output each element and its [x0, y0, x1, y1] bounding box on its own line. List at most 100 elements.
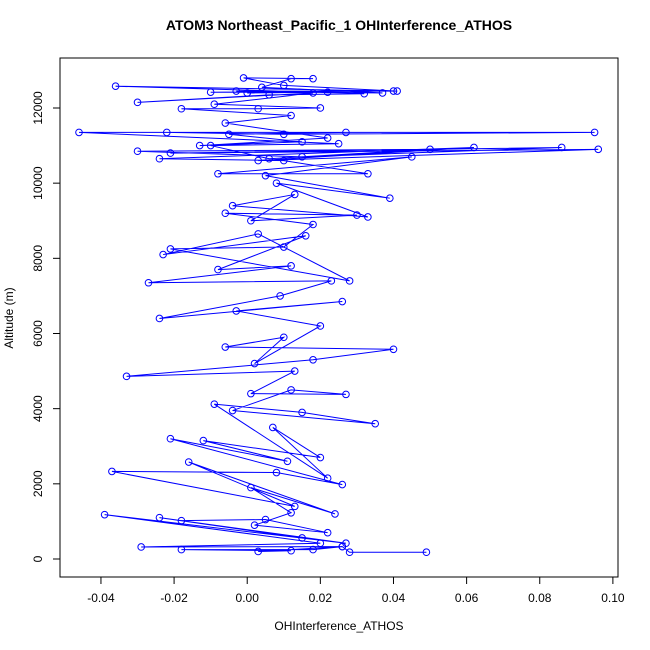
data-point — [177, 104, 186, 113]
x-axis-label: OHInterference_ATHOS — [274, 619, 403, 633]
data-point — [247, 216, 255, 225]
data-point — [133, 98, 142, 107]
data-point — [250, 359, 259, 368]
x-tick-label: 0.02 — [309, 591, 333, 605]
data-point — [393, 87, 401, 95]
data-point — [407, 153, 416, 161]
data-point — [279, 130, 288, 139]
x-tick-label: 0.08 — [528, 591, 552, 605]
x-tick-label: 0.06 — [455, 591, 479, 605]
data-point — [309, 89, 317, 97]
data-point — [301, 231, 310, 240]
data-point — [309, 74, 317, 83]
x-tick-label: 0.10 — [601, 591, 625, 605]
data-point — [316, 104, 325, 112]
data-point — [272, 179, 281, 187]
data-point — [371, 419, 380, 428]
data-point — [342, 390, 350, 399]
y-tick-label: 12000 — [31, 91, 45, 125]
data-point — [364, 169, 372, 178]
data-point — [290, 190, 299, 199]
data-point — [316, 453, 325, 462]
data-point — [590, 128, 599, 137]
data-point — [221, 343, 230, 351]
data-point — [345, 277, 354, 285]
data-point — [283, 457, 292, 466]
data-point — [287, 546, 295, 555]
data-point — [279, 333, 288, 342]
y-tick-label: 8000 — [31, 245, 45, 272]
data-point — [287, 111, 295, 120]
data-point — [265, 154, 273, 163]
data-point — [228, 406, 237, 415]
data-point — [214, 169, 222, 178]
data-point — [342, 539, 350, 548]
data-point — [166, 245, 175, 253]
data-point — [594, 145, 603, 154]
data-point — [225, 130, 233, 139]
data-point — [247, 389, 255, 398]
data-line — [78, 77, 599, 553]
data-point — [386, 194, 394, 202]
data-point — [210, 400, 219, 408]
data-point — [316, 539, 325, 548]
data-point — [334, 139, 343, 148]
data-point — [195, 141, 204, 150]
data-point — [269, 423, 277, 432]
data-point — [210, 100, 219, 109]
data-point — [323, 474, 332, 482]
data-point — [342, 128, 350, 137]
data-point — [221, 119, 230, 127]
data-point — [177, 516, 186, 525]
data-point — [426, 145, 434, 154]
data-point — [389, 345, 398, 354]
x-tick-label: -0.04 — [87, 591, 115, 605]
plot-frame — [59, 57, 619, 578]
data-point — [290, 502, 299, 511]
data-point — [276, 292, 284, 300]
data-point — [108, 467, 116, 476]
data-point — [155, 314, 164, 323]
data-point — [298, 534, 306, 542]
x-tick-label: 0.00 — [236, 591, 260, 605]
y-tick-label: 2000 — [31, 470, 45, 497]
data-point — [247, 483, 255, 492]
data-point — [111, 82, 120, 90]
data-point — [199, 436, 208, 445]
data-point — [287, 508, 295, 517]
data-point — [166, 149, 175, 157]
data-point — [206, 88, 215, 97]
data-point — [327, 277, 336, 285]
data-point — [166, 434, 175, 443]
data-point — [214, 265, 222, 274]
data-point — [162, 128, 171, 137]
data-point — [360, 89, 369, 98]
data-point — [316, 322, 325, 330]
data-point — [254, 104, 262, 113]
data-point — [353, 211, 361, 219]
data-point — [228, 201, 237, 210]
data-point — [261, 171, 270, 180]
data-point — [338, 480, 347, 489]
chart-title: ATOM3 Northeast_Pacific_1 OHInterference… — [166, 17, 512, 33]
data-point — [239, 74, 248, 82]
data-point — [287, 386, 295, 394]
data-point — [133, 147, 142, 156]
data-point — [298, 408, 306, 417]
data-point — [279, 81, 288, 90]
data-point — [287, 262, 295, 270]
data-point — [323, 528, 332, 537]
data-point — [206, 141, 215, 150]
data-point — [364, 213, 372, 221]
data-point — [298, 138, 306, 146]
data-point — [122, 372, 131, 381]
data-point — [155, 513, 164, 522]
data-point — [254, 156, 262, 165]
x-tick-label: -0.02 — [160, 591, 188, 605]
data-point — [184, 458, 193, 466]
data-point — [100, 510, 109, 519]
data-point — [254, 547, 262, 556]
data-point — [258, 83, 266, 92]
data-point — [254, 230, 262, 238]
